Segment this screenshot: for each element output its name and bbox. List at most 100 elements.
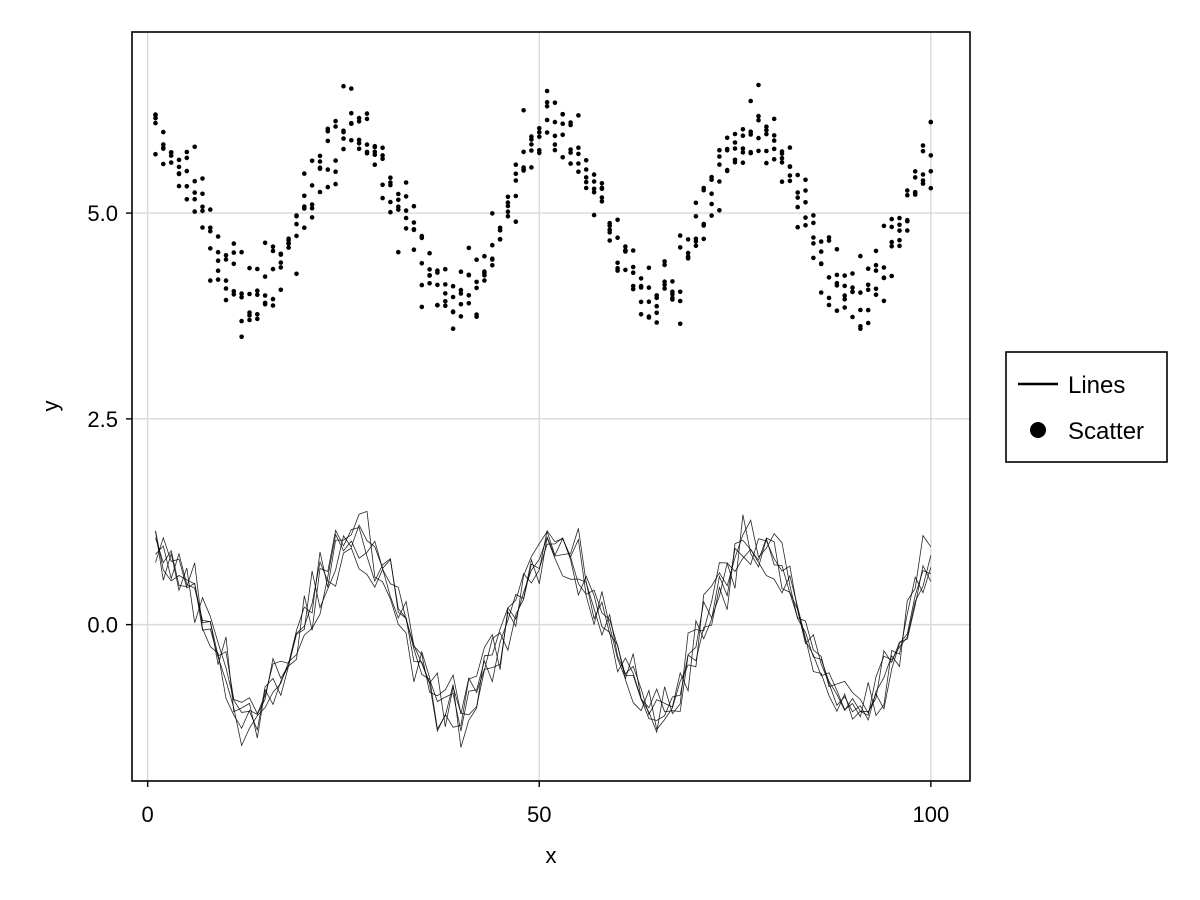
scatter-point: [873, 248, 879, 254]
scatter-point: [223, 297, 229, 303]
scatter-point: [576, 169, 581, 174]
scatter-point: [842, 273, 847, 278]
scatter-point: [858, 290, 863, 295]
scatter-point: [803, 200, 808, 205]
scatter-point: [795, 190, 800, 195]
scatter-point: [607, 227, 612, 232]
scatter-point: [889, 224, 894, 230]
scatter-point: [795, 224, 800, 230]
scatter-point: [889, 239, 894, 245]
scatter-point: [662, 286, 667, 291]
scatter-point: [920, 148, 926, 154]
scatter-point: [427, 273, 432, 278]
scatter-point: [161, 129, 166, 135]
scatter-point: [591, 172, 597, 177]
scatter-point: [529, 148, 534, 153]
scatter-point: [309, 215, 315, 220]
scatter-point: [701, 236, 706, 242]
scatter-point: [552, 133, 558, 139]
scatter-point: [270, 296, 276, 302]
scatter-point: [677, 298, 683, 304]
scatter-point: [200, 225, 205, 230]
scatter-point: [200, 176, 205, 181]
scatter-point: [576, 151, 581, 157]
scatter-point: [897, 237, 902, 243]
scatter-point: [537, 150, 542, 156]
scatter-point: [826, 302, 832, 308]
scatter-point: [450, 309, 456, 315]
scatter-point: [161, 146, 166, 151]
scatter-point: [341, 83, 346, 89]
scatter-point: [372, 144, 378, 150]
scatter-point: [176, 157, 182, 163]
scatter-point: [638, 283, 644, 289]
scatter-point: [325, 167, 331, 172]
scatter-point: [662, 259, 667, 264]
scatter-point: [654, 320, 659, 325]
scatter-point: [364, 116, 370, 122]
scatter-point: [153, 151, 158, 157]
scatter-point: [223, 253, 229, 258]
scatter-point: [200, 208, 205, 214]
scatter-point: [865, 282, 871, 288]
scatter-point: [317, 166, 323, 171]
scatter-point: [184, 155, 190, 161]
scatter-point: [239, 249, 244, 255]
scatter-point: [490, 242, 495, 248]
scatter-point: [717, 208, 722, 213]
scatter-point: [231, 261, 237, 267]
scatter-point: [497, 236, 503, 242]
scatter-point: [474, 314, 479, 320]
scatter-point: [685, 237, 691, 242]
scatter-point: [537, 130, 542, 135]
scatter-point: [490, 256, 495, 262]
scatter-point: [826, 275, 832, 280]
scatter-point: [928, 185, 934, 191]
scatter-point: [443, 303, 448, 309]
scatter-point: [254, 292, 260, 298]
scatter-point: [529, 134, 534, 139]
scatter-point: [701, 185, 706, 191]
scatter-point: [278, 265, 284, 270]
scatter-point: [740, 150, 746, 155]
scatter-point: [709, 201, 714, 207]
scatter-point: [881, 265, 887, 270]
scatter-point: [560, 132, 565, 138]
scatter-point: [262, 240, 268, 246]
x-tick-label: 100: [912, 802, 949, 827]
scatter-point: [333, 158, 338, 163]
scatter-point: [928, 169, 934, 174]
scatter-point: [168, 150, 174, 155]
scatter-point: [513, 162, 519, 167]
scatter-point: [615, 268, 620, 273]
scatter-point: [325, 126, 331, 132]
scatter-point: [787, 173, 793, 178]
scatter-point: [889, 273, 894, 279]
scatter-point: [247, 313, 252, 318]
scatter-point: [701, 223, 706, 228]
scatter-point: [505, 194, 511, 200]
scatter-point: [443, 282, 448, 287]
scatter-point: [278, 287, 284, 293]
scatter-point: [630, 270, 636, 276]
scatter-point: [803, 177, 808, 183]
scatter-point: [544, 104, 550, 109]
scatter-point: [826, 295, 832, 301]
scatter-point: [560, 121, 565, 126]
scatter-point: [897, 215, 902, 221]
scatter-point: [262, 300, 268, 306]
scatter-point: [654, 293, 659, 298]
scatter-point: [435, 302, 440, 308]
scatter-point: [677, 321, 683, 327]
scatter-point: [419, 304, 425, 310]
scatter-point: [544, 88, 550, 94]
scatter-point: [842, 296, 847, 302]
scatter-point: [302, 171, 307, 176]
scatter-point: [529, 142, 534, 147]
scatter-point: [670, 291, 675, 297]
scatter-point: [646, 299, 652, 305]
scatter-point: [396, 197, 401, 203]
scatter-point: [254, 266, 260, 272]
scatter-point: [396, 249, 401, 255]
scatter-point: [239, 318, 244, 324]
